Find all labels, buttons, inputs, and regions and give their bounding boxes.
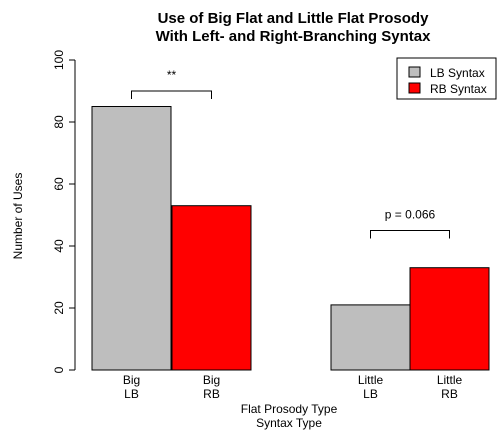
bar-2 xyxy=(330,304,411,371)
y-tick-label-60: 60 xyxy=(52,177,66,191)
significance-label-0: ** xyxy=(167,68,177,82)
significance-bracket-1 xyxy=(370,230,450,239)
legend: LB Syntax RB Syntax xyxy=(396,57,497,100)
y-axis-label: Number of Uses xyxy=(11,173,25,260)
bar-3 xyxy=(409,267,490,371)
y-tick-label-100: 100 xyxy=(52,50,66,70)
significance-bracket-0 xyxy=(131,90,212,99)
y-tick-label-80: 80 xyxy=(52,115,66,129)
category-label-3-0: Little xyxy=(437,373,463,387)
category-label-1-0: Big xyxy=(203,373,220,387)
bar-0 xyxy=(91,106,172,371)
category-label-2-0: Little xyxy=(358,373,384,387)
legend-swatch-rb xyxy=(408,82,421,94)
bar-1 xyxy=(171,205,252,371)
y-tick-label-20: 20 xyxy=(52,301,66,315)
x-axis-label-line-2: Syntax Type xyxy=(256,416,322,430)
category-label-0-0: Big xyxy=(123,373,140,387)
category-label-2-1: LB xyxy=(363,387,378,401)
chart-title-line-2: With Left- and Right-Branching Syntax xyxy=(156,28,432,45)
significance-label-1: p = 0.066 xyxy=(385,208,436,222)
y-tick-label-0: 0 xyxy=(52,366,66,373)
category-label-3-1: RB xyxy=(441,387,458,401)
category-label-1-1: RB xyxy=(203,387,220,401)
legend-swatch-lb xyxy=(408,66,421,78)
y-axis: 0 20 40 60 80 100 xyxy=(52,50,76,373)
chart-title-line-1: Use of Big Flat and Little Flat Prosody xyxy=(158,10,430,27)
legend-label-lb: LB Syntax xyxy=(430,66,485,80)
x-axis-label-line-1: Flat Prosody Type xyxy=(241,402,338,416)
y-tick-label-40: 40 xyxy=(52,239,66,253)
category-label-0-1: LB xyxy=(124,387,139,401)
legend-label-rb: RB Syntax xyxy=(430,82,487,96)
